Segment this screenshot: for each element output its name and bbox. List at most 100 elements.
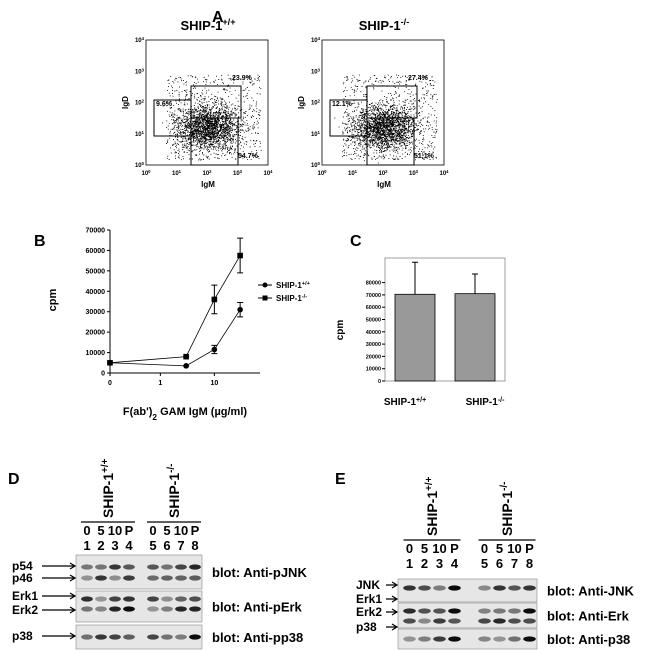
dose-label: 10	[108, 523, 122, 538]
dose-label: 5	[97, 523, 104, 538]
blot-band	[189, 564, 201, 570]
blot-label: blot: Anti-p38	[547, 632, 630, 647]
x-tick-label: 104	[439, 169, 449, 178]
dose-label: 0	[406, 541, 413, 556]
marker-arrow	[42, 592, 77, 600]
lane-label: 5	[149, 538, 156, 553]
point	[211, 346, 218, 353]
legend-label: SHIP-1-/-	[276, 294, 307, 303]
x-tick-label-part: SHIP-1	[466, 397, 499, 408]
x-tick-label-part: 10	[141, 171, 148, 177]
y-axis-label: cpm	[47, 288, 59, 311]
lane-label: 6	[496, 556, 503, 571]
group-label-part: -/-	[499, 482, 510, 491]
blot-band	[508, 618, 521, 624]
blot-band	[175, 606, 187, 612]
y-tick-label: 10000	[86, 350, 106, 357]
blot-band	[189, 634, 201, 640]
y-tick-label: 50000	[366, 318, 381, 324]
x-tick-label: 100	[317, 169, 327, 178]
lane-label: 2	[421, 556, 428, 571]
y-axis-label: IgD	[297, 96, 306, 109]
x-tick-label: SHIP-1-/-	[466, 397, 506, 409]
lane-label: 8	[191, 538, 198, 553]
x-tick-label-part: SHIP-1	[384, 397, 417, 408]
y-tick-label-part: 10	[135, 38, 142, 44]
y-tick-label: 10000	[366, 367, 381, 373]
y-tick-label: 60000	[86, 248, 106, 255]
lane-label: 2	[97, 538, 104, 553]
blot-band	[448, 608, 461, 614]
group-label: SHIP-1+/+	[100, 458, 117, 518]
plot-title-part: SHIP-1	[359, 18, 401, 33]
y-tick-label-part: 10	[135, 163, 142, 169]
point	[237, 252, 243, 259]
x-tick-label-part: +/+	[416, 397, 426, 404]
blot-band	[403, 636, 416, 642]
y-tick-label-part: 3	[142, 67, 145, 72]
series-line	[109, 309, 241, 367]
blot-band	[448, 636, 461, 642]
blot-band	[508, 636, 521, 642]
y-tick-label-part: 10	[135, 132, 142, 138]
blot-band	[433, 585, 446, 591]
lane-label: 1	[83, 538, 90, 553]
blot-band	[433, 618, 446, 624]
blot-band	[418, 608, 431, 614]
blot-band	[189, 575, 201, 581]
y-tick-label: 101	[135, 129, 145, 138]
x-tick-label: 104	[263, 169, 273, 178]
marker-label: p54	[12, 559, 33, 573]
plot-title: SHIP-1-/-	[359, 17, 410, 33]
dose-label: 5	[421, 541, 428, 556]
y-tick-label: 104	[311, 36, 321, 45]
dot-cloud	[334, 74, 438, 164]
x-tick-label: 0	[108, 380, 112, 387]
blot-band	[95, 596, 107, 602]
dose-label: 0	[149, 523, 156, 538]
blot-band	[523, 618, 536, 624]
legend-label-part: SHIP-1	[276, 294, 302, 303]
blot-band	[123, 596, 135, 602]
plot-title: SHIP-1+/+	[180, 17, 235, 33]
y-tick-label-part: 0	[318, 161, 321, 166]
blot-band	[508, 585, 521, 591]
blot-band	[109, 575, 121, 581]
y-tick-label-part: 0	[142, 161, 145, 166]
blot-band	[161, 606, 173, 612]
panel-label: A	[212, 9, 224, 26]
plot-title-part: SHIP-1	[180, 18, 222, 33]
y-tick-label: 0	[378, 379, 381, 385]
blot-band	[478, 636, 491, 642]
x-tick-label-part: 1	[355, 169, 358, 174]
y-tick-label-part: 2	[318, 98, 321, 103]
lane-label: 1	[406, 556, 413, 571]
y-tick-label: 30000	[86, 309, 106, 316]
blot-band	[147, 634, 159, 640]
dose-label: 5	[496, 541, 503, 556]
x-tick-label-part: 0	[324, 169, 327, 174]
blot-band	[123, 564, 135, 570]
group-label: SHIP-1-/-	[166, 464, 183, 518]
x-tick-label-part: 0	[148, 169, 151, 174]
blot-band	[123, 606, 135, 612]
dose-label: 5	[163, 523, 170, 538]
dose-label: 0	[481, 541, 488, 556]
lane-label: 3	[436, 556, 443, 571]
marker-arrow	[386, 623, 399, 631]
plot-title-part: +/+	[222, 17, 235, 27]
blot-band	[147, 564, 159, 570]
panel-label: D	[8, 471, 20, 488]
y-tick-label: 102	[311, 98, 321, 107]
group-label-part: SHIP-1	[166, 473, 182, 518]
bar	[394, 293, 436, 382]
blot-band	[161, 575, 173, 581]
marker-arrow	[42, 562, 77, 570]
x-axis-label: F(ab')2 GAM IgM (µg/ml)	[123, 406, 247, 422]
y-tick-label: 101	[311, 129, 321, 138]
legend-label-part: SHIP-1	[276, 281, 302, 290]
x-axis-label: IgM	[201, 180, 215, 189]
lane-label: 5	[481, 556, 488, 571]
blot-band	[418, 636, 431, 642]
